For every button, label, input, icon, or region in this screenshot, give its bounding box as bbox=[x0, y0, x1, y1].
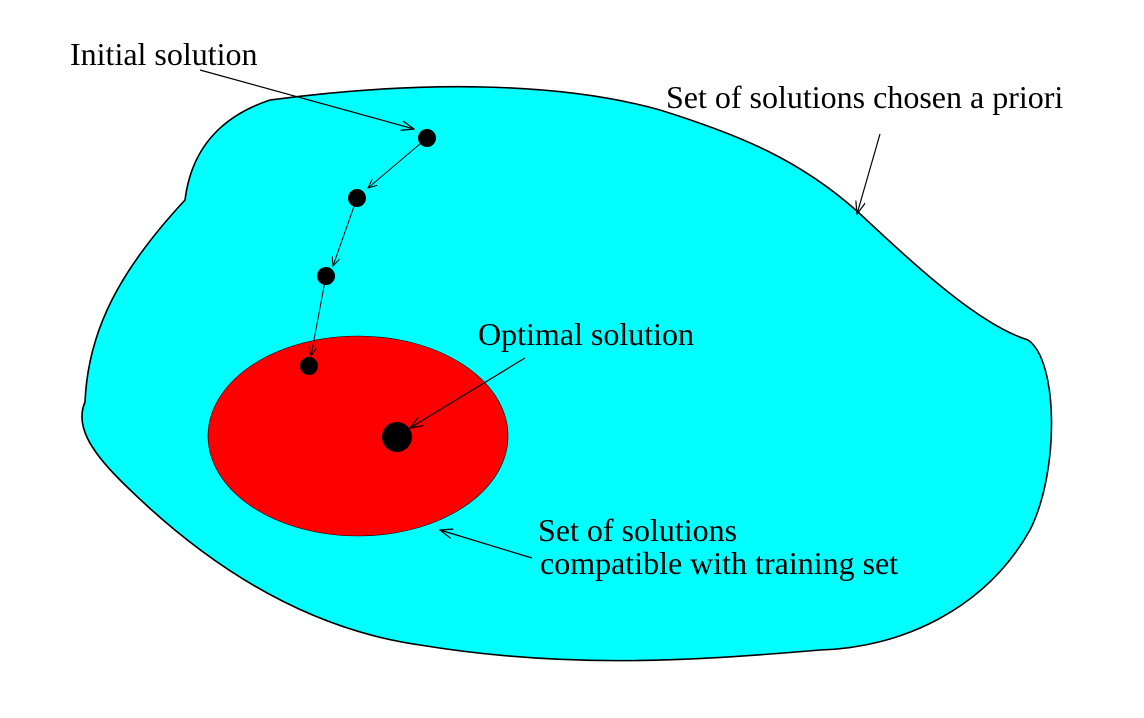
path-arrow-3 bbox=[311, 275, 327, 356]
label-compatible-line1: Set of solutions bbox=[538, 512, 737, 548]
path-point-2 bbox=[348, 189, 366, 207]
path-point-4 bbox=[300, 357, 318, 375]
path-arrow-2 bbox=[333, 197, 358, 266]
label-optimal-solution: Optimal solution bbox=[478, 316, 694, 352]
apriori-leader bbox=[857, 133, 881, 214]
compatible-leader bbox=[440, 530, 533, 559]
path-arrow-1 bbox=[368, 137, 428, 188]
optimal-point bbox=[382, 422, 412, 452]
label-compatible-line2: compatible with training set bbox=[540, 545, 898, 581]
label-apriori-set: Set of solutions chosen a priori bbox=[666, 79, 1063, 115]
initial-leader bbox=[199, 69, 414, 129]
label-initial-solution: Initial solution bbox=[70, 36, 258, 72]
path-point-initial bbox=[418, 129, 436, 147]
compatible-region bbox=[207, 335, 509, 537]
optimal-leader bbox=[410, 357, 526, 428]
path-point-3 bbox=[317, 267, 335, 285]
